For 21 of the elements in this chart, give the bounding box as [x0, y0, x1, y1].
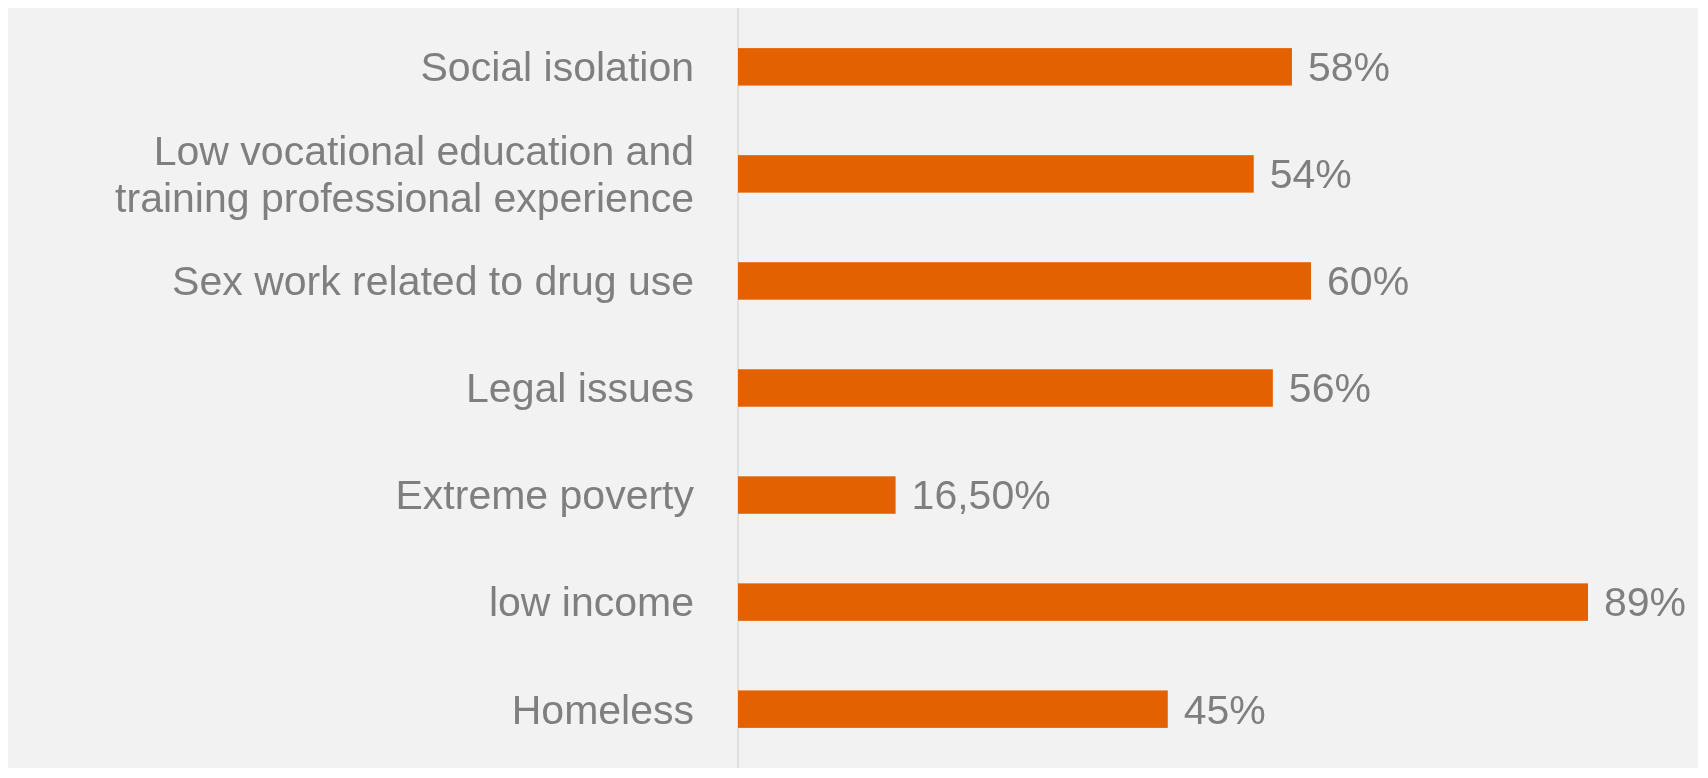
- y-tick-label: Extreme poverty: [395, 472, 695, 519]
- y-tick-label: Sex work related to drug use: [172, 258, 694, 305]
- bar: [738, 369, 1273, 407]
- bar: [738, 690, 1168, 728]
- bar: [738, 583, 1588, 621]
- y-tick-label: low income: [488, 579, 694, 626]
- bar: [738, 48, 1292, 86]
- bar: [738, 262, 1312, 300]
- y-tick-label: Low vocational education and training professional experience: [115, 127, 694, 221]
- data-label: 56%: [1288, 365, 1371, 412]
- data-label: 60%: [1327, 258, 1410, 305]
- y-tick-label: Social isolation: [420, 44, 694, 91]
- data-label: 54%: [1269, 151, 1352, 198]
- bar: [738, 155, 1254, 193]
- data-label: 58%: [1307, 44, 1390, 91]
- y-tick-label: Legal issues: [466, 365, 694, 412]
- data-label: 16,50%: [911, 472, 1051, 519]
- data-label: 89%: [1604, 579, 1687, 626]
- data-label: 45%: [1183, 686, 1266, 733]
- bar: [738, 476, 896, 514]
- y-tick-label: Homeless: [511, 686, 694, 733]
